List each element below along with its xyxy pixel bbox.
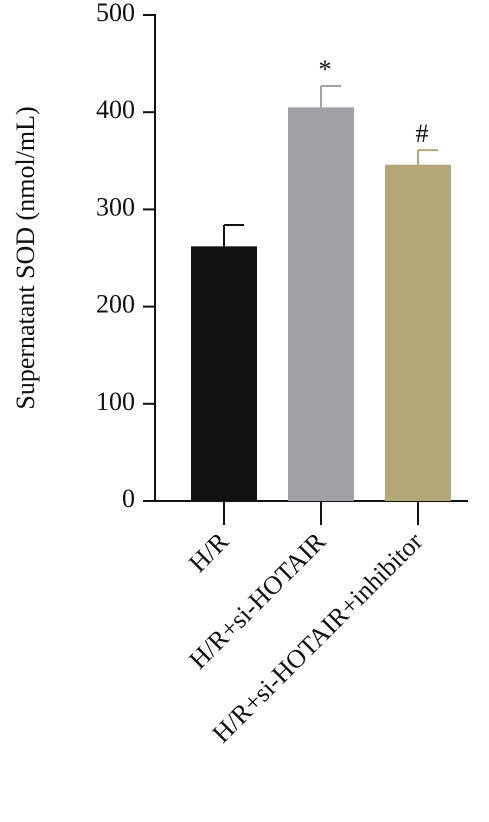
bar [191, 246, 257, 501]
y-tick-label: 500 [96, 0, 135, 27]
x-tick-label: H/R [183, 526, 235, 578]
bar [288, 107, 354, 501]
y-tick-label: 400 [96, 95, 135, 124]
annotation: * [319, 55, 332, 84]
y-tick-label: 200 [96, 290, 135, 319]
y-tick-label: 300 [96, 192, 135, 221]
annotation: # [416, 119, 429, 148]
y-tick-label: 100 [96, 387, 135, 416]
y-tick-label: 0 [122, 484, 135, 513]
y-axis-label: Supernatant SOD (nmol/mL) [11, 106, 40, 409]
bar [385, 164, 451, 502]
